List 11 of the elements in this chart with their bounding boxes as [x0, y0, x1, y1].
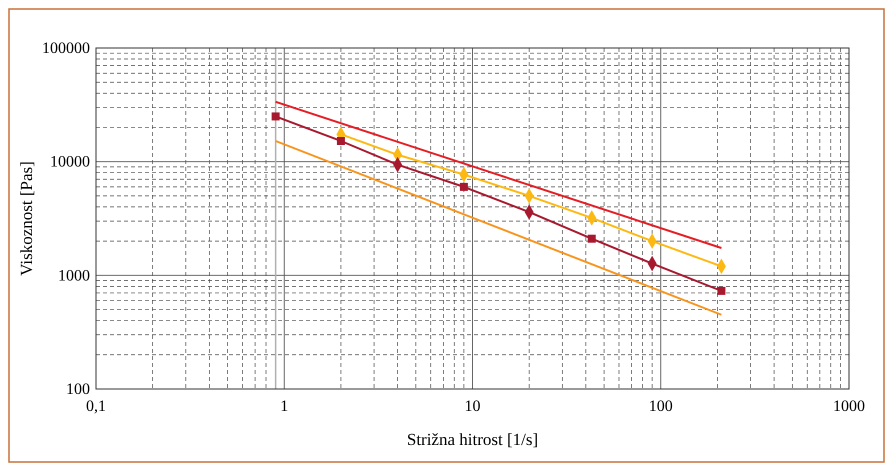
x-axis-title: Strižna hitrost [1/s]	[406, 430, 538, 449]
x-tick-label: 100	[648, 398, 673, 415]
y-axis-title: Viskoznost [Pas]	[17, 161, 36, 276]
y-tick-label: 10000	[50, 154, 90, 171]
y-tick-label: 100	[66, 381, 90, 398]
x-tick-label: 10	[464, 398, 480, 415]
y-tick-label: 100000	[42, 40, 90, 57]
x-tick-label: 1	[280, 398, 288, 415]
x-tick-label: 1000	[833, 398, 865, 415]
y-tick-label: 1000	[58, 267, 90, 284]
x-tick-label: 0,1	[86, 398, 106, 415]
